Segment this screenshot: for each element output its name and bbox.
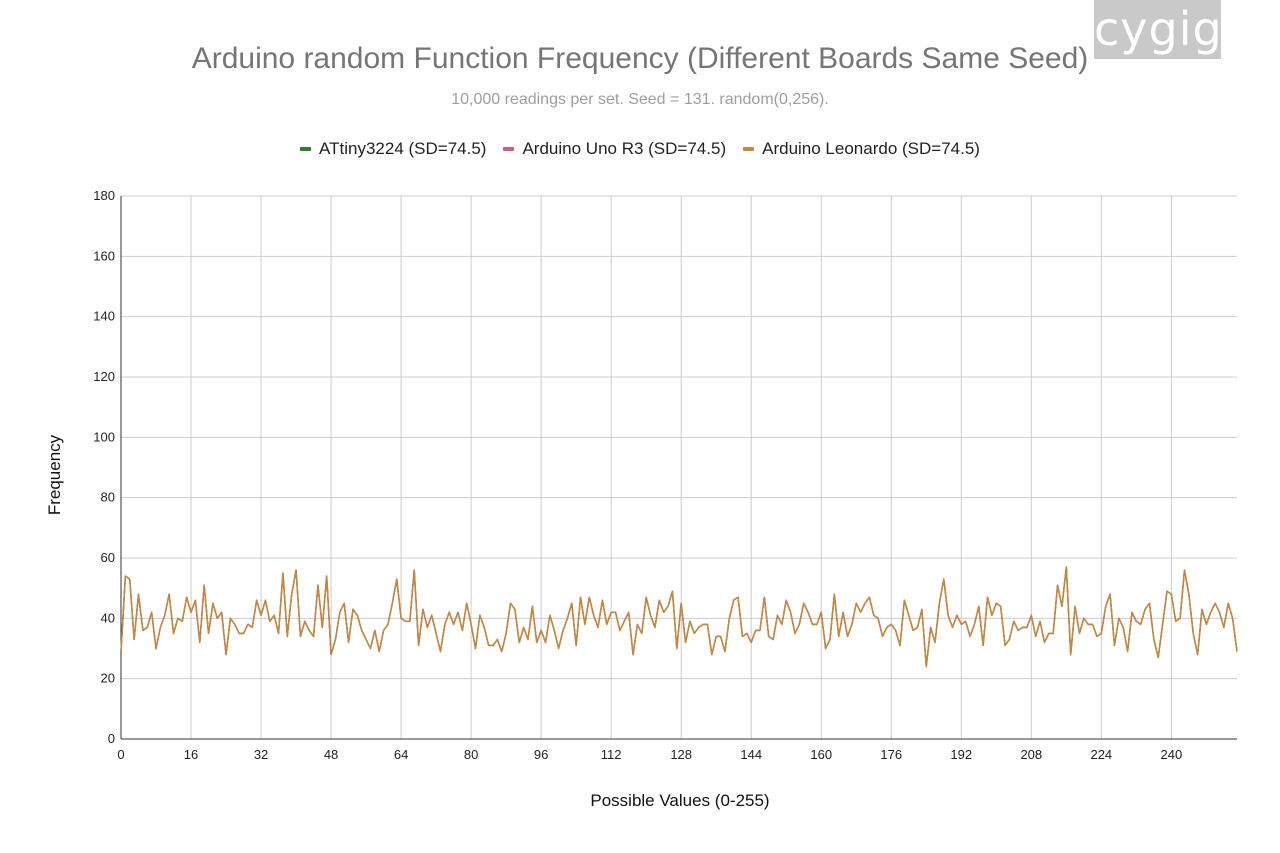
x-tick-label: 176 [880, 747, 902, 762]
x-tick-label: 160 [810, 747, 832, 762]
legend-swatch [300, 147, 312, 151]
x-tick-label: 32 [254, 747, 268, 762]
x-tick-label: 80 [464, 747, 478, 762]
x-tick-label: 224 [1090, 747, 1112, 762]
x-tick-label: 144 [740, 747, 762, 762]
grid-layer [121, 195, 1237, 739]
legend-label: Arduino Uno R3 (SD=74.5) [522, 139, 727, 158]
y-tick-label: 0 [108, 731, 115, 746]
legend-item-attiny3224[interactable]: ATtiny3224 (SD=74.5) [300, 139, 486, 159]
x-tick-label: 192 [950, 747, 972, 762]
series-layer [120, 566, 1238, 668]
y-tick-label: 120 [93, 369, 115, 384]
y-tick-label: 20 [101, 671, 115, 686]
tick-layer: 0 20 40 60 80 100 120 140 160 180 0 16 32 48 64 80 96 112… [93, 188, 1182, 762]
y-tick-label: 180 [93, 188, 115, 203]
legend-swatch [743, 147, 755, 151]
x-tick-label: 240 [1161, 747, 1183, 762]
x-tick-label: 0 [117, 747, 124, 762]
y-tick-label: 100 [93, 429, 115, 444]
x-tick-label: 64 [394, 747, 408, 762]
y-tick-label: 60 [101, 550, 115, 565]
cygig-logo: cygig [1094, 0, 1222, 59]
legend-item-arduino-uno-r3[interactable]: Arduino Uno R3 (SD=74.5) [503, 139, 726, 159]
legend-label: ATtiny3224 (SD=74.5) [319, 139, 487, 158]
x-tick-label: 48 [324, 747, 338, 762]
x-tick-label: 128 [670, 747, 692, 762]
y-axis-title: Frequency [45, 434, 64, 515]
chart-legend: ATtiny3224 (SD=74.5) Arduino Uno R3 (SD=… [0, 139, 1280, 159]
chart-title: Arduino random Function Frequency (Diffe… [191, 42, 1089, 75]
axis-layer [120, 196, 1237, 740]
y-tick-label: 80 [101, 490, 115, 505]
legend-item-arduino-leonardo[interactable]: Arduino Leonardo (SD=74.5) [743, 139, 980, 159]
x-tick-label: 96 [534, 747, 548, 762]
legend-swatch [503, 147, 515, 151]
chart-subtitle: 10,000 readings per set. Seed = 131. ran… [451, 91, 829, 108]
x-tick-label: 208 [1020, 747, 1042, 762]
x-tick-label: 112 [601, 747, 622, 762]
y-tick-label: 40 [101, 610, 115, 625]
series-line-1 [120, 566, 1238, 668]
series-line-0 [120, 566, 1238, 668]
x-tick-label: 16 [184, 747, 198, 762]
legend-label: Arduino Leonardo (SD=74.5) [762, 139, 980, 158]
x-axis-title: Possible Values (0-255) [590, 791, 769, 810]
series-line-2 [120, 566, 1238, 668]
y-tick-label: 140 [93, 309, 115, 324]
y-tick-label: 160 [93, 248, 115, 263]
